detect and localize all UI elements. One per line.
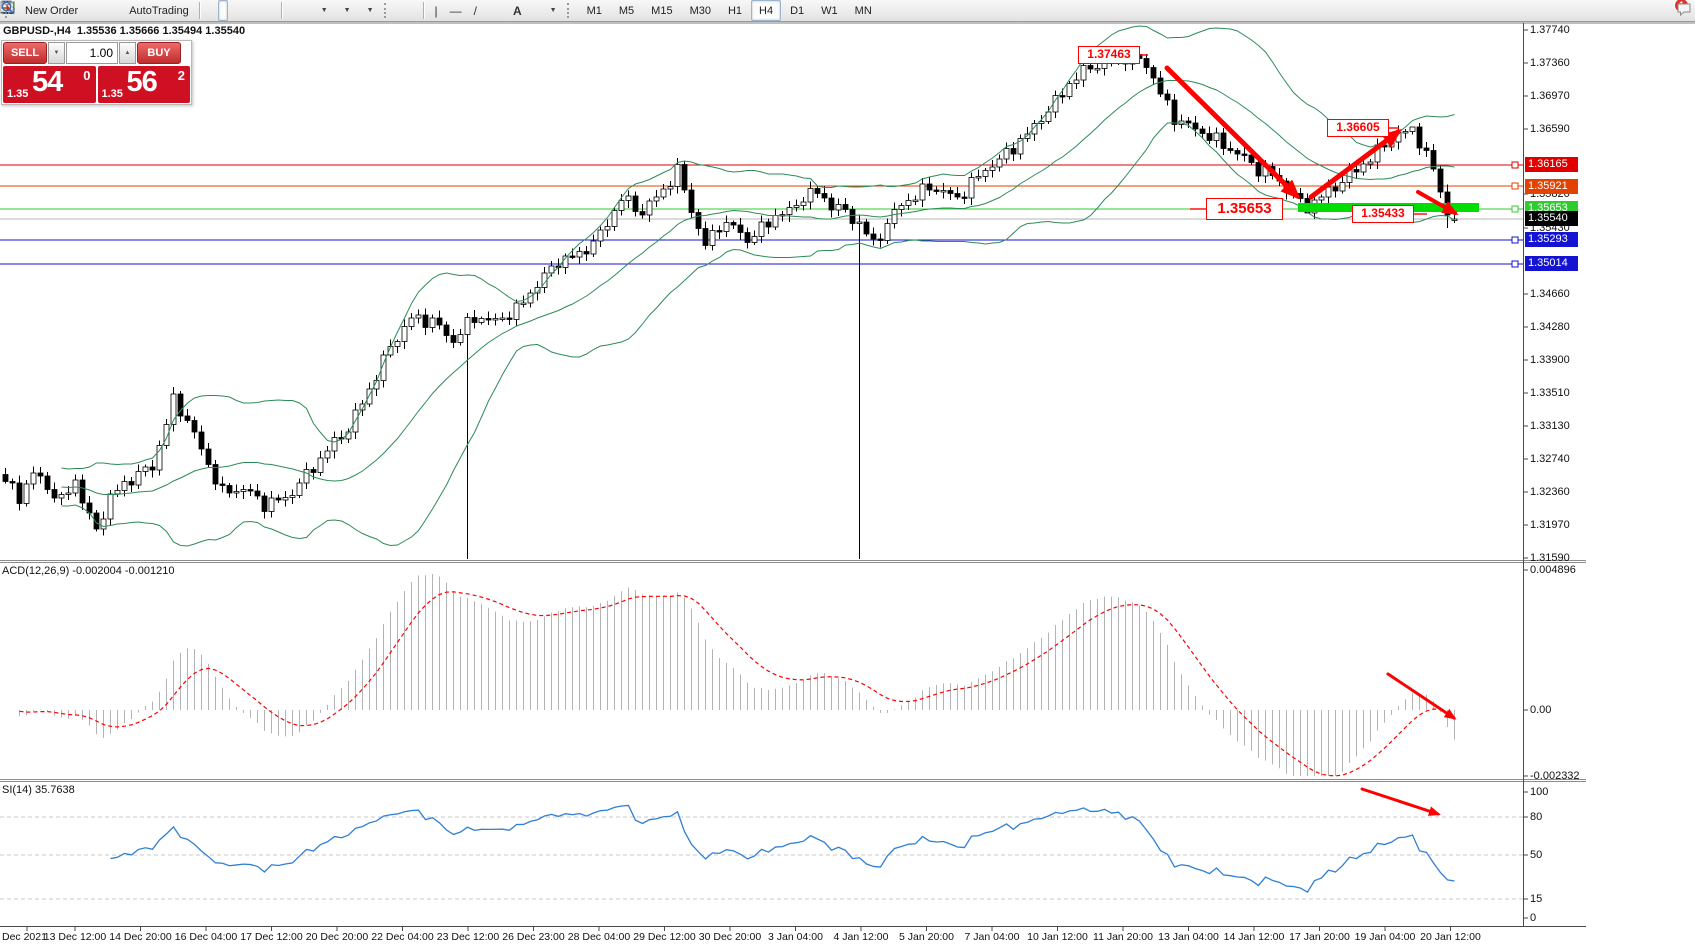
buy-price-pips: 56: [126, 66, 158, 98]
notifications-button[interactable]: 1: [1674, 0, 1691, 21]
time-axis[interactable]: [0, 927, 1523, 945]
macd-layer: [19, 574, 1455, 777]
autotrading-label: AutoTrading: [129, 4, 189, 17]
timeframe-button-m15[interactable]: M15: [651, 4, 673, 17]
toolbar-separator: [198, 2, 201, 19]
panel-frame: [0, 22, 1695, 931]
volume-decrease-button[interactable]: ▼: [48, 42, 65, 64]
candlestick-layer: [2, 25, 1458, 559]
symbol-period-label: GBPUSD-,H4: [3, 25, 71, 37]
timeframe-button-d1[interactable]: D1: [790, 4, 805, 17]
sell-button[interactable]: SELL: [3, 42, 47, 64]
trend-arrow: [1360, 787, 1441, 816]
volume-input[interactable]: [66, 42, 118, 64]
price-axis[interactable]: [1523, 24, 1695, 927]
toolbar-drag-handle[interactable]: [383, 3, 391, 18]
timeframe-button-m30[interactable]: M30: [689, 4, 711, 17]
text-button[interactable]: A: [508, 0, 527, 21]
chevron-down-icon: ▼: [366, 7, 374, 14]
search-button[interactable]: [1, 0, 1673, 21]
trendline-icon: /: [473, 3, 477, 18]
chevron-down-icon: ▼: [343, 7, 351, 14]
timeframe-button-w1[interactable]: W1: [821, 4, 838, 17]
trend-arrow: [1308, 129, 1403, 200]
one-click-trading-widget: SELL ▼ ▲ BUY 1.35 54 0 1.35 56 2: [1, 40, 192, 105]
sell-price-point: 0: [83, 68, 91, 83]
trend-arrow: [1164, 65, 1301, 200]
annotation-layer[interactable]: [1140, 54, 1479, 816]
timeframe-button-mn[interactable]: MN: [854, 4, 872, 17]
timeframe-button-m1[interactable]: M1: [586, 4, 602, 17]
ohlc-values: 1.35536 1.35666 1.35494 1.35540: [76, 25, 246, 37]
chart-symbol-info: GBPUSD-,H4 1.35536 1.35666 1.35494 1.3554…: [3, 25, 245, 37]
sell-price-major: 1.35: [7, 88, 29, 100]
toolbar-separator: [422, 2, 425, 19]
buy-price-major: 1.35: [101, 88, 123, 100]
rsi-indicator-label: SI(14) 35.7638: [2, 784, 75, 796]
sell-price-pips: 54: [32, 66, 63, 98]
volume-increase-button[interactable]: ▲: [119, 42, 136, 64]
main-toolbar: New Order AutoTrading ▼ ▼ ▼ | — / E F A: [0, 0, 1695, 22]
buy-price-point: 2: [177, 68, 185, 83]
toolbar-separator: [280, 2, 283, 19]
chevron-down-icon: ▼: [549, 7, 557, 14]
buy-button[interactable]: BUY: [137, 42, 181, 64]
sell-price-display[interactable]: 1.35 54 0: [3, 66, 96, 103]
timeframe-toolbar: M1 M5 M15 M30 H1 H4 D1 W1 MN: [579, 0, 880, 21]
timeframe-button-h1[interactable]: H1: [727, 4, 743, 17]
macd-indicator-label: ACD(12,26,9) -0.002004 -0.001210: [2, 565, 175, 577]
horizontal-line-icon: —: [449, 3, 462, 18]
trendline-button[interactable]: /: [469, 0, 482, 21]
rsi-layer: [0, 804, 1523, 900]
vertical-line-button[interactable]: |: [430, 0, 443, 21]
chevron-down-icon: ▼: [320, 7, 328, 14]
timeframe-button-m5[interactable]: M5: [618, 4, 635, 17]
buy-price-display[interactable]: 1.35 56 2: [97, 66, 190, 103]
text-tool-icon: A: [513, 3, 522, 18]
trend-arrow: [1416, 190, 1459, 215]
new-order-label: New Order: [25, 4, 79, 17]
timeframe-button-h4[interactable]: H4: [751, 0, 782, 21]
trend-arrow: [1386, 672, 1457, 720]
vertical-line-icon: |: [434, 3, 438, 18]
horizontal-line-button[interactable]: —: [445, 0, 467, 21]
toolbar-drag-handle[interactable]: [566, 3, 574, 18]
